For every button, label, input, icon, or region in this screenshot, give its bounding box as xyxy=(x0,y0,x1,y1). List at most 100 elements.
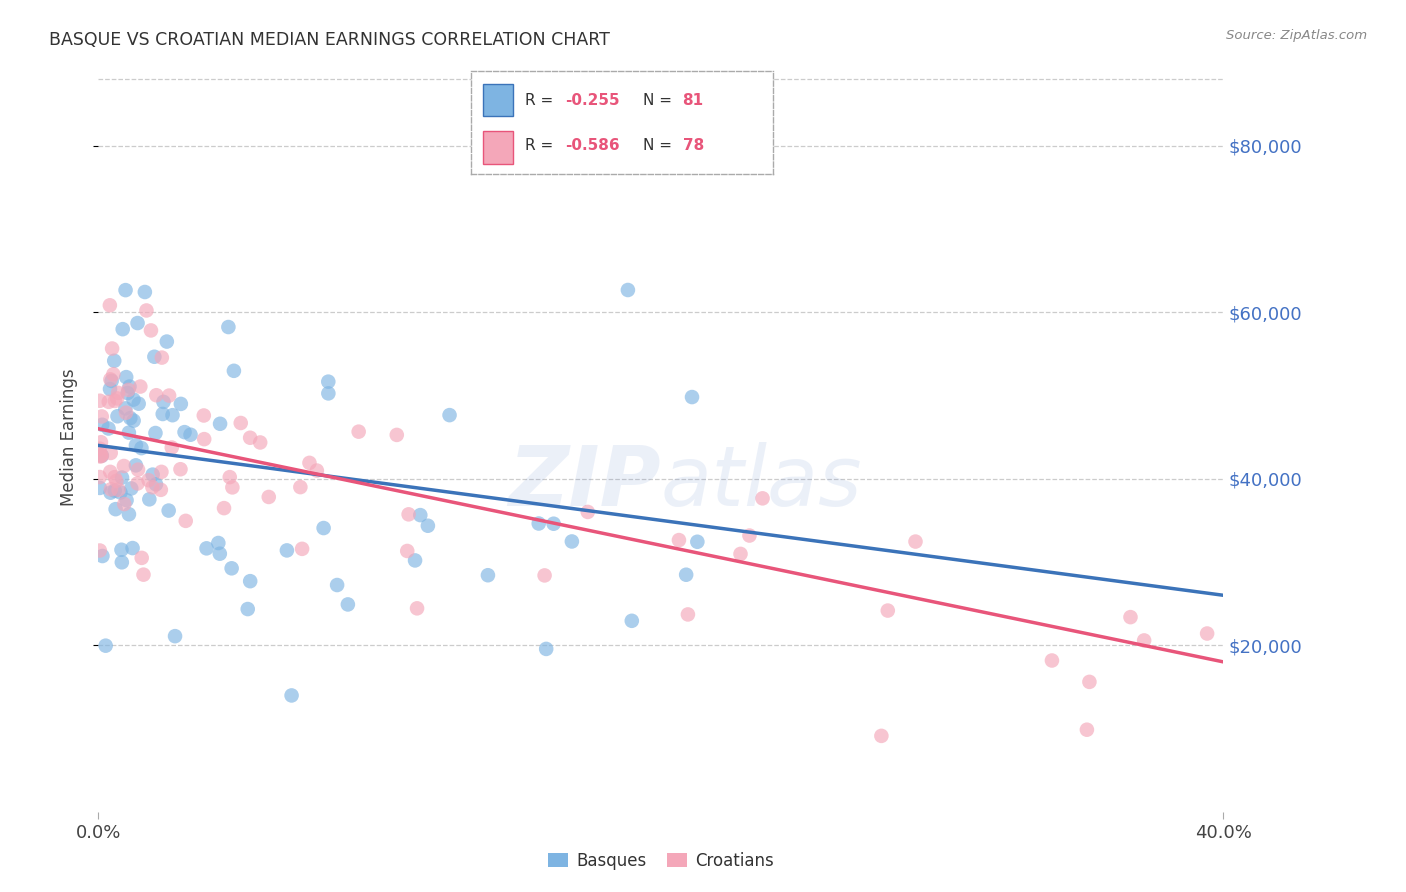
Point xyxy=(221,561,243,575)
Point xyxy=(114,283,136,297)
Point xyxy=(207,536,229,550)
Point xyxy=(163,629,186,643)
Point xyxy=(738,528,761,542)
Point xyxy=(107,483,129,497)
Point xyxy=(122,414,145,428)
Point xyxy=(150,351,173,365)
Point xyxy=(118,508,141,522)
Point xyxy=(121,541,143,555)
Point xyxy=(620,614,643,628)
Point xyxy=(103,368,125,382)
Text: ZIP: ZIP xyxy=(508,442,661,523)
Point xyxy=(111,322,134,336)
Point xyxy=(326,578,349,592)
Point xyxy=(533,568,555,582)
Point xyxy=(145,477,167,491)
Point xyxy=(111,555,134,569)
Point xyxy=(212,501,235,516)
Point xyxy=(193,432,215,446)
Text: 81: 81 xyxy=(683,93,704,108)
Point xyxy=(115,370,138,384)
Point xyxy=(617,283,640,297)
Point xyxy=(477,568,499,582)
Point xyxy=(1040,653,1063,667)
Point xyxy=(668,533,690,547)
Point xyxy=(291,541,314,556)
Point xyxy=(249,435,271,450)
Point xyxy=(107,409,129,424)
Point xyxy=(149,483,172,497)
Point xyxy=(193,409,215,423)
Point xyxy=(1078,674,1101,689)
Point xyxy=(139,323,162,337)
Point xyxy=(115,493,138,508)
Point xyxy=(347,425,370,439)
Point xyxy=(127,462,149,476)
Point xyxy=(145,388,167,402)
Point xyxy=(91,417,114,432)
Point xyxy=(90,449,112,463)
Point xyxy=(100,446,122,460)
Point xyxy=(145,425,167,440)
Point xyxy=(543,516,565,531)
Point xyxy=(135,303,157,318)
Point xyxy=(98,298,121,312)
Point xyxy=(298,456,321,470)
Point xyxy=(174,514,197,528)
Point xyxy=(134,285,156,299)
Point xyxy=(409,508,432,522)
Text: -0.255: -0.255 xyxy=(565,93,620,108)
Point xyxy=(89,442,111,456)
Point xyxy=(1197,626,1219,640)
Point xyxy=(105,474,128,488)
Point xyxy=(104,483,127,498)
Point xyxy=(239,431,262,445)
Text: 78: 78 xyxy=(683,137,704,153)
Point xyxy=(404,553,426,567)
Point xyxy=(156,334,179,349)
Point xyxy=(129,379,152,393)
Point xyxy=(257,490,280,504)
Point xyxy=(686,534,709,549)
Text: R =: R = xyxy=(526,93,558,108)
Point xyxy=(90,409,112,424)
Point xyxy=(170,397,193,411)
Point xyxy=(107,385,129,400)
Point xyxy=(396,544,419,558)
Point xyxy=(152,395,174,409)
Point xyxy=(122,392,145,407)
Point xyxy=(89,481,111,495)
Point xyxy=(143,350,166,364)
Point xyxy=(406,601,429,615)
Point xyxy=(110,485,132,500)
Point xyxy=(100,483,122,497)
Point xyxy=(316,375,339,389)
Point xyxy=(173,425,195,439)
Point xyxy=(290,480,312,494)
Y-axis label: Median Earnings: Median Earnings xyxy=(59,368,77,506)
Point xyxy=(90,435,112,450)
Point xyxy=(416,518,439,533)
Point xyxy=(94,639,117,653)
Point xyxy=(131,441,153,455)
Point xyxy=(208,547,231,561)
Point xyxy=(160,441,183,455)
Point xyxy=(534,641,557,656)
Point xyxy=(100,485,122,500)
Legend: Basques, Croatians: Basques, Croatians xyxy=(543,847,779,874)
Point xyxy=(112,458,135,473)
Point xyxy=(97,394,120,409)
Point xyxy=(730,547,752,561)
Point xyxy=(118,379,141,393)
Point xyxy=(195,541,218,556)
Point xyxy=(876,603,898,617)
Text: N =: N = xyxy=(644,137,678,153)
Point xyxy=(98,382,121,396)
Bar xyxy=(484,84,513,117)
Point xyxy=(91,549,114,563)
Point xyxy=(100,374,122,388)
Point xyxy=(105,392,128,406)
Point xyxy=(169,462,191,476)
Point xyxy=(128,397,150,411)
Point xyxy=(236,602,259,616)
